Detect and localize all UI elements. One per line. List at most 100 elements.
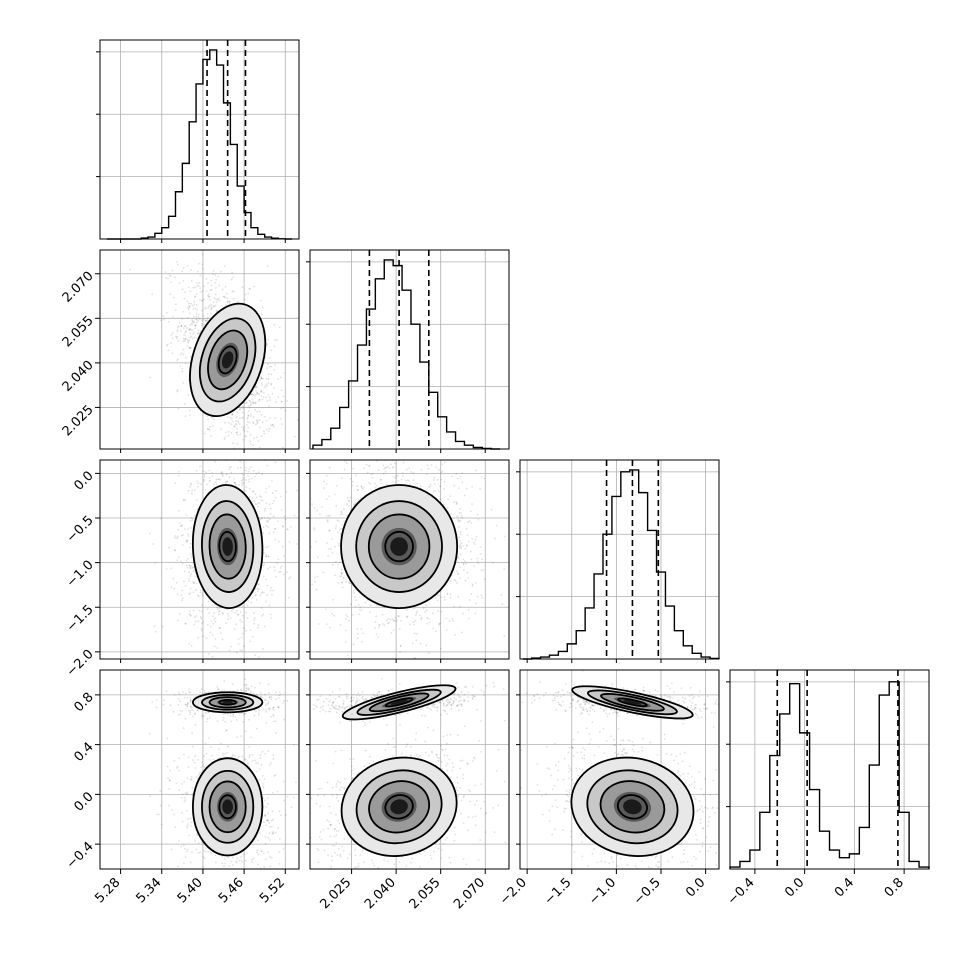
- sample-point: [242, 481, 245, 484]
- sample-point: [437, 489, 440, 492]
- sample-point: [190, 329, 193, 331]
- sample-point: [265, 396, 268, 399]
- sample-point: [334, 574, 336, 577]
- sample-point: [221, 611, 224, 614]
- sample-point: [208, 295, 211, 298]
- sample-point: [340, 511, 343, 513]
- sample-point: [225, 431, 228, 434]
- sample-point: [197, 319, 200, 322]
- sample-point: [374, 482, 376, 485]
- sample-point: [328, 529, 331, 532]
- sample-point: [203, 689, 206, 692]
- sample-point: [332, 598, 335, 601]
- sample-point: [242, 416, 244, 419]
- sample-point: [181, 562, 184, 565]
- sample-point: [209, 289, 212, 292]
- sample-point: [400, 478, 403, 481]
- sample-point: [213, 612, 216, 614]
- sample-point: [405, 609, 408, 611]
- sample-point: [163, 699, 165, 702]
- sample-point: [351, 453, 353, 455]
- sample-point: [214, 638, 217, 640]
- sample-point: [440, 471, 443, 474]
- sample-point: [183, 780, 185, 783]
- sample-point: [237, 467, 240, 470]
- sample-point: [212, 270, 215, 272]
- sample-point: [192, 591, 195, 594]
- sample-point: [197, 595, 200, 598]
- sample-point: [248, 478, 251, 481]
- sample-point: [190, 614, 192, 617]
- sample-point: [283, 554, 286, 557]
- sample-point: [203, 478, 205, 481]
- sample-point: [191, 519, 194, 521]
- sample-point: [184, 717, 187, 720]
- sample-point: [210, 279, 213, 282]
- sample-point: [246, 416, 249, 419]
- sample-point: [196, 309, 199, 312]
- sample-point: [396, 442, 398, 444]
- sample-point: [180, 560, 182, 563]
- sample-point: [193, 336, 196, 339]
- sample-point: [370, 473, 372, 476]
- sample-point: [178, 522, 181, 524]
- sample-point: [459, 566, 462, 569]
- sample-point: [474, 602, 477, 605]
- sample-point: [260, 381, 263, 384]
- sample-point: [232, 608, 235, 611]
- sample-point: [410, 471, 413, 473]
- sample-point: [239, 466, 242, 469]
- sample-point: [231, 609, 233, 612]
- sample-point: [351, 613, 354, 616]
- sample-point: [323, 480, 325, 483]
- sample-point: [408, 483, 411, 486]
- sample-point: [189, 861, 192, 864]
- sample-point: [416, 482, 419, 485]
- sample-point: [227, 434, 230, 437]
- sample-point: [169, 293, 172, 296]
- sample-point: [285, 571, 288, 574]
- sample-point: [177, 691, 180, 694]
- sample-point: [434, 436, 436, 438]
- sample-point: [399, 650, 401, 653]
- sample-point: [206, 623, 209, 626]
- sample-point: [265, 553, 268, 556]
- sample-point: [347, 619, 350, 622]
- sample-point: [408, 479, 411, 482]
- sample-point: [361, 640, 363, 643]
- sample-point: [233, 425, 236, 427]
- sample-point: [183, 696, 186, 699]
- sample-point: [203, 474, 206, 476]
- sample-point: [193, 616, 196, 619]
- sample-point: [184, 338, 187, 340]
- sample-point: [213, 604, 216, 606]
- sample-point: [354, 605, 357, 607]
- sample-point: [348, 581, 350, 584]
- sample-point: [289, 525, 292, 528]
- sample-point: [339, 513, 342, 516]
- sample-point: [190, 492, 193, 495]
- sample-point: [231, 420, 234, 423]
- sample-point: [453, 578, 455, 581]
- sample-point: [241, 484, 244, 487]
- sample-point: [415, 610, 418, 613]
- sample-point: [471, 583, 474, 586]
- sample-point: [266, 343, 268, 345]
- sample-point: [189, 705, 192, 708]
- sample-point: [284, 518, 287, 521]
- sample-point: [189, 346, 192, 349]
- sample-point: [260, 607, 263, 609]
- sample-point: [269, 566, 272, 569]
- sample-point: [203, 285, 206, 288]
- sample-point: [188, 612, 191, 615]
- sample-point: [177, 325, 180, 328]
- sample-point: [174, 335, 177, 338]
- sample-point: [247, 414, 250, 417]
- sample-point: [280, 376, 282, 379]
- sample-point: [186, 705, 189, 708]
- sample-point: [346, 660, 348, 662]
- sample-point: [192, 320, 195, 323]
- sample-point: [357, 632, 359, 635]
- sample-point: [256, 627, 259, 629]
- sample-point: [164, 271, 167, 274]
